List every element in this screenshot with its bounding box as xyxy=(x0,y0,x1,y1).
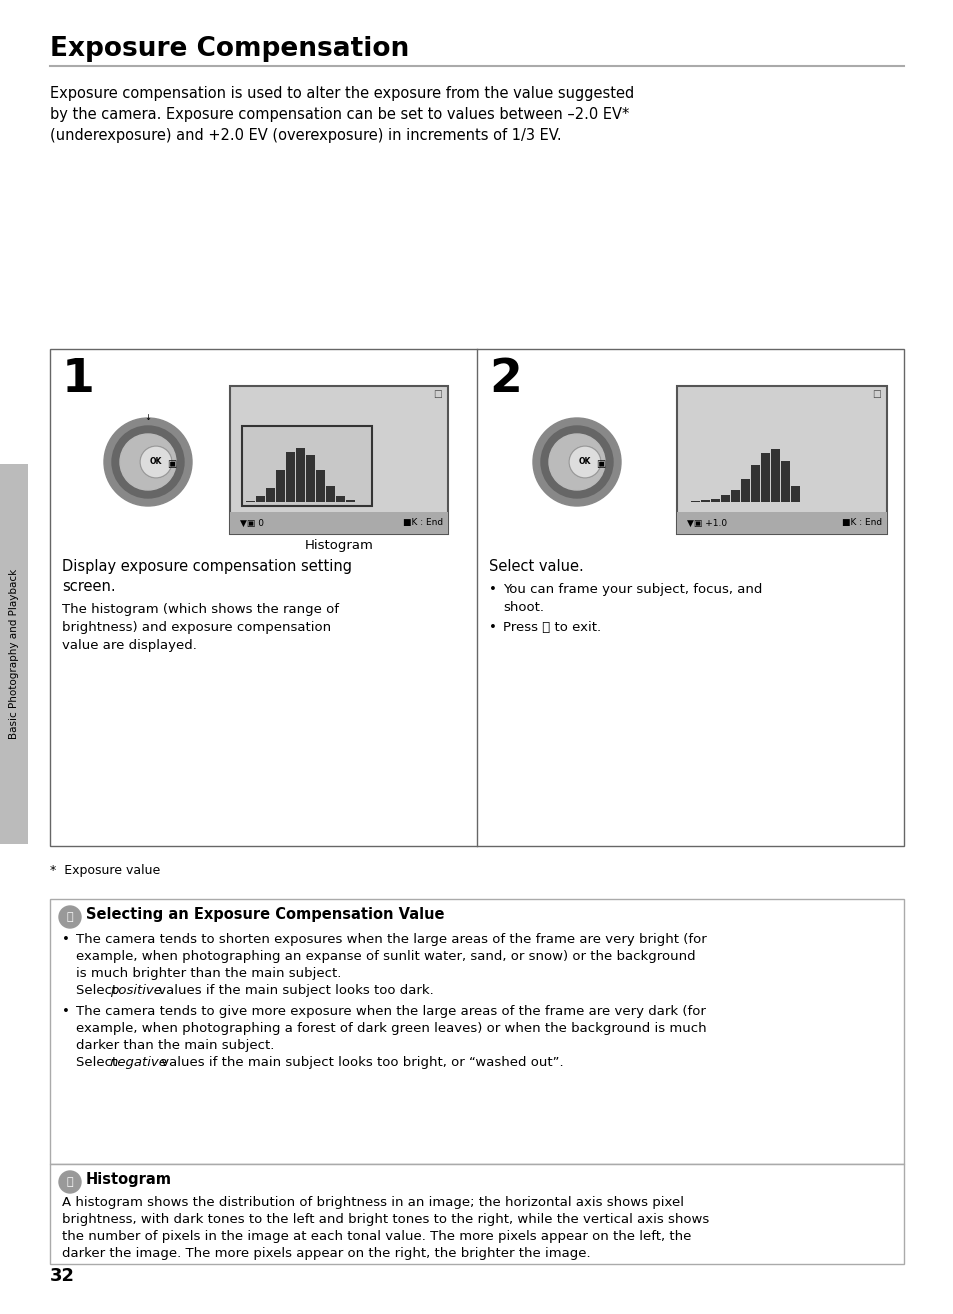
Bar xyxy=(700,501,709,502)
Text: the number of pixels in the image at each tonal value. The more pixels appear on: the number of pixels in the image at eac… xyxy=(62,1230,691,1243)
Text: values if the main subject looks too bright, or “washed out”.: values if the main subject looks too bri… xyxy=(157,1056,563,1070)
Text: Display exposure compensation setting: Display exposure compensation setting xyxy=(62,558,352,574)
Circle shape xyxy=(540,426,613,498)
Text: The camera tends to shorten exposures when the large areas of the frame are very: The camera tends to shorten exposures wh… xyxy=(76,933,706,946)
Text: by the camera. Exposure compensation can be set to values between –2.0 EV*: by the camera. Exposure compensation can… xyxy=(50,106,629,122)
Text: 1: 1 xyxy=(62,357,94,402)
Text: is much brighter than the main subject.: is much brighter than the main subject. xyxy=(76,967,341,980)
Text: example, when photographing an expanse of sunlit water, sand, or snow) or the ba: example, when photographing an expanse o… xyxy=(76,950,695,963)
Bar xyxy=(50,1164,903,1264)
Bar xyxy=(710,499,720,502)
Bar xyxy=(0,464,28,844)
Text: ■K : End: ■K : End xyxy=(402,519,442,527)
Text: The camera tends to give more exposure when the large areas of the frame are ver: The camera tends to give more exposure w… xyxy=(76,1005,705,1018)
Bar xyxy=(720,495,729,502)
Text: darker the image. The more pixels appear on the right, the brighter the image.: darker the image. The more pixels appear… xyxy=(62,1247,590,1260)
Text: Exposure compensation is used to alter the exposure from the value suggested: Exposure compensation is used to alter t… xyxy=(50,85,634,101)
Text: values if the main subject looks too dark.: values if the main subject looks too dar… xyxy=(153,984,434,997)
Text: ☐: ☐ xyxy=(433,390,441,399)
Text: Select: Select xyxy=(76,984,121,997)
Text: You can frame your subject, focus, and: You can frame your subject, focus, and xyxy=(502,583,761,597)
Bar xyxy=(781,461,789,502)
Text: Select value.: Select value. xyxy=(489,558,583,574)
Text: ▼▣ +1.0: ▼▣ +1.0 xyxy=(686,519,726,527)
Bar xyxy=(740,480,749,502)
Text: screen.: screen. xyxy=(62,579,115,594)
Text: ☐: ☐ xyxy=(871,390,880,399)
Text: •: • xyxy=(489,583,497,597)
Text: ▣: ▣ xyxy=(167,459,176,469)
Text: *  Exposure value: * Exposure value xyxy=(50,865,160,876)
Circle shape xyxy=(59,1171,81,1193)
Bar xyxy=(246,501,254,502)
Text: value are displayed.: value are displayed. xyxy=(62,639,196,652)
Text: (underexposure) and +2.0 EV (overexposure) in increments of 1/3 EV.: (underexposure) and +2.0 EV (overexposur… xyxy=(50,127,561,143)
Text: ⌕: ⌕ xyxy=(67,1177,73,1187)
Text: Histogram: Histogram xyxy=(86,1172,172,1187)
Bar xyxy=(315,469,325,502)
Text: 2: 2 xyxy=(489,357,521,402)
Circle shape xyxy=(548,434,604,490)
Bar xyxy=(306,455,314,502)
Circle shape xyxy=(104,418,192,506)
Text: Selecting an Exposure Compensation Value: Selecting an Exposure Compensation Value xyxy=(86,907,444,922)
Text: OK: OK xyxy=(578,457,591,466)
Text: Press ⒪ to exit.: Press ⒪ to exit. xyxy=(502,622,600,633)
Circle shape xyxy=(112,426,184,498)
Text: ⌕: ⌕ xyxy=(67,912,73,922)
Text: ▼▣ 0: ▼▣ 0 xyxy=(240,519,264,527)
Bar xyxy=(730,490,740,502)
Bar xyxy=(295,448,305,502)
Bar xyxy=(750,465,760,502)
Bar xyxy=(50,899,903,1164)
Bar xyxy=(760,453,769,502)
Circle shape xyxy=(120,434,175,490)
Text: The histogram (which shows the range of: The histogram (which shows the range of xyxy=(62,603,338,616)
Text: brightness, with dark tones to the left and bright tones to the right, while the: brightness, with dark tones to the left … xyxy=(62,1213,708,1226)
Bar xyxy=(230,386,448,533)
Text: •: • xyxy=(62,1005,70,1018)
Text: negative: negative xyxy=(110,1056,168,1070)
Circle shape xyxy=(568,445,600,478)
Circle shape xyxy=(59,905,81,928)
Text: ↓: ↓ xyxy=(144,414,152,423)
Circle shape xyxy=(140,445,172,478)
Bar xyxy=(255,497,265,502)
Text: Select: Select xyxy=(76,1056,121,1070)
Bar xyxy=(677,386,886,533)
Bar xyxy=(677,512,886,533)
Bar xyxy=(242,426,372,506)
Bar xyxy=(346,499,355,502)
Bar xyxy=(770,448,780,502)
Bar xyxy=(335,497,345,502)
Bar xyxy=(286,452,294,502)
Circle shape xyxy=(533,418,620,506)
Text: A histogram shows the distribution of brightness in an image; the horizontal axi: A histogram shows the distribution of br… xyxy=(62,1196,683,1209)
Text: ■K : End: ■K : End xyxy=(841,519,882,527)
Text: ▣: ▣ xyxy=(596,459,605,469)
Text: Basic Photography and Playback: Basic Photography and Playback xyxy=(9,569,19,738)
Text: example, when photographing a forest of dark green leaves) or when the backgroun: example, when photographing a forest of … xyxy=(76,1022,706,1035)
Text: Histogram: Histogram xyxy=(304,539,373,552)
Text: •: • xyxy=(489,622,497,633)
Text: OK: OK xyxy=(150,457,162,466)
Text: •: • xyxy=(62,933,70,946)
Text: 32: 32 xyxy=(50,1267,75,1285)
Bar xyxy=(275,469,285,502)
Text: Exposure Compensation: Exposure Compensation xyxy=(50,35,409,62)
Text: darker than the main subject.: darker than the main subject. xyxy=(76,1039,274,1053)
Bar xyxy=(230,512,448,533)
Bar xyxy=(790,486,800,502)
Text: shoot.: shoot. xyxy=(502,600,543,614)
Text: brightness) and exposure compensation: brightness) and exposure compensation xyxy=(62,622,331,633)
Bar xyxy=(50,350,903,846)
Bar xyxy=(326,486,335,502)
Bar xyxy=(266,487,274,502)
Text: positive: positive xyxy=(110,984,162,997)
